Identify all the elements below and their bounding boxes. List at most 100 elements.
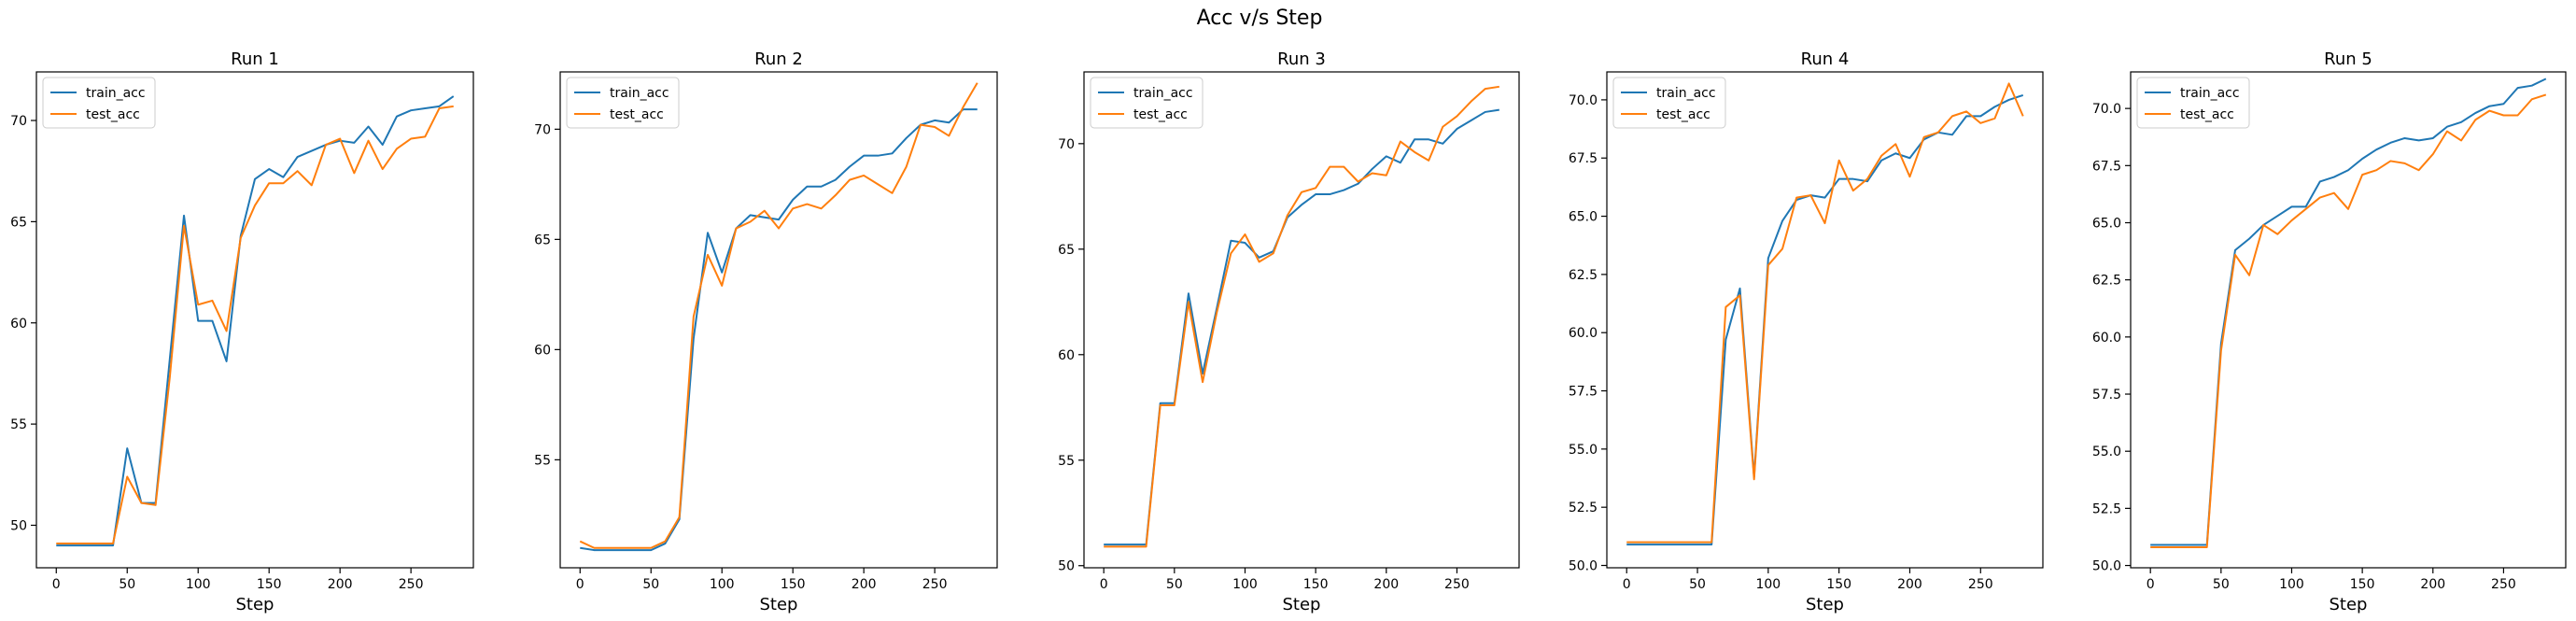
x-tick-label: 150 xyxy=(2350,577,2375,592)
x-tick-label: 200 xyxy=(1373,577,1399,592)
x-tick-label: 100 xyxy=(186,577,211,592)
y-tick-label: 62.5 xyxy=(1569,268,1598,283)
chart-title: Run 2 xyxy=(754,49,803,69)
x-tick-label: 100 xyxy=(1755,577,1781,592)
x-tick-label: 0 xyxy=(52,577,61,592)
y-tick-label: 70.0 xyxy=(2092,102,2121,117)
y-tick-label: 50.0 xyxy=(1569,559,1598,574)
figure-suptitle: Acc v/s Step xyxy=(1197,7,1323,30)
x-tick-label: 250 xyxy=(2491,577,2516,592)
y-tick-label: 57.5 xyxy=(1569,385,1598,400)
y-tick-label: 60.0 xyxy=(1569,326,1598,341)
x-tick-label: 200 xyxy=(328,577,353,592)
x-tick-label: 50 xyxy=(1689,577,1706,592)
chart-run-3: Run 3 0 50 100 150 200 250 50 55 60 65 70 Step train_… xyxy=(1058,49,1520,614)
y-tick-label: 65.0 xyxy=(1569,210,1598,225)
x-tick-label: 250 xyxy=(922,577,948,592)
y-tick-label: 70.0 xyxy=(1569,93,1598,108)
axes-frame xyxy=(35,71,474,569)
axes-frame xyxy=(2130,71,2567,569)
series-line-train-acc xyxy=(2150,78,2547,546)
x-tick-label: 200 xyxy=(2420,577,2445,592)
y-tick-label: 65 xyxy=(1058,243,1075,258)
legend-label: test_acc xyxy=(1133,107,1188,122)
y-tick-label: 52.5 xyxy=(2092,501,2121,516)
x-tick-label: 150 xyxy=(257,577,282,592)
legend-box xyxy=(566,77,680,129)
series-line-train-acc xyxy=(580,108,978,552)
x-tick-label: 0 xyxy=(2147,577,2155,592)
axes-frame xyxy=(559,71,998,569)
x-tick-label: 100 xyxy=(2279,577,2304,592)
y-tick-label: 60 xyxy=(1058,348,1075,363)
x-axis-label: Step xyxy=(760,595,798,614)
y-tick-label: 55 xyxy=(1058,454,1075,469)
y-tick-label: 70 xyxy=(534,122,551,137)
legend-label: train_acc xyxy=(1656,86,1716,101)
x-tick-label: 150 xyxy=(781,577,806,592)
legend-label: test_acc xyxy=(86,107,140,122)
legend-label: train_acc xyxy=(86,86,146,101)
series-line-test-acc xyxy=(1104,85,1499,548)
y-tick-label: 55.0 xyxy=(1569,443,1598,458)
legend-label: train_acc xyxy=(1133,86,1193,101)
x-tick-label: 0 xyxy=(576,577,584,592)
y-tick-label: 55 xyxy=(10,417,27,432)
y-tick-label: 50.0 xyxy=(2092,559,2121,574)
x-axis-label: Step xyxy=(1283,595,1321,614)
x-tick-label: 200 xyxy=(1897,577,1922,592)
series-line-test-acc xyxy=(56,105,454,544)
series-line-train-acc xyxy=(56,95,455,547)
y-tick-label: 50 xyxy=(10,518,27,533)
legend-label: test_acc xyxy=(610,107,664,122)
y-tick-label: 65 xyxy=(534,233,551,247)
y-tick-label: 67.5 xyxy=(2092,159,2121,174)
x-tick-label: 50 xyxy=(119,577,135,592)
series-line-train-acc xyxy=(1104,108,1499,546)
x-axis-label: Step xyxy=(2330,595,2368,614)
legend-label: test_acc xyxy=(2180,107,2234,122)
y-tick-label: 65.0 xyxy=(2092,217,2121,232)
y-tick-label: 52.5 xyxy=(1569,501,1598,515)
y-tick-label: 67.5 xyxy=(1569,151,1598,166)
legend: train_acc test_acc xyxy=(1612,77,1726,129)
legend-box xyxy=(1090,77,1204,129)
x-tick-label: 150 xyxy=(1826,577,1851,592)
x-axis-label: Step xyxy=(236,595,274,614)
x-tick-label: 250 xyxy=(1444,577,1470,592)
axes-frame xyxy=(1606,71,2044,569)
legend: train_acc test_acc xyxy=(2136,77,2250,129)
y-tick-label: 65 xyxy=(10,215,27,230)
x-tick-label: 100 xyxy=(1232,577,1258,592)
legend: train_acc test_acc xyxy=(1090,77,1204,129)
legend-box xyxy=(1612,77,1726,129)
legend-box xyxy=(42,77,156,129)
chart-title: Run 3 xyxy=(1277,49,1326,69)
y-tick-label: 50 xyxy=(1058,559,1075,574)
series-line-test-acc xyxy=(1626,82,2024,543)
y-tick-label: 60 xyxy=(534,343,551,358)
y-tick-label: 62.5 xyxy=(2092,274,2121,289)
x-tick-label: 250 xyxy=(399,577,424,592)
legend: train_acc test_acc xyxy=(42,77,156,129)
y-tick-label: 60.0 xyxy=(2092,331,2121,346)
series-line-test-acc xyxy=(2150,93,2547,548)
legend: train_acc test_acc xyxy=(566,77,680,129)
x-tick-label: 50 xyxy=(642,577,659,592)
chart-run-1: Run 1 0 50 100 150 200 250 50 55 60 65 70 Step train_… xyxy=(10,49,474,614)
chart-run-5: Run 5 0 50 100 150 200 250 50.0 52.5 55.0 57.5 60.0… xyxy=(2092,49,2567,614)
x-axis-label: Step xyxy=(1806,595,1844,614)
legend-label: train_acc xyxy=(2180,86,2240,101)
y-tick-label: 70 xyxy=(10,114,27,129)
x-tick-label: 250 xyxy=(1968,577,1993,592)
x-tick-label: 100 xyxy=(710,577,735,592)
chart-title: Run 1 xyxy=(231,49,279,69)
series-line-test-acc xyxy=(579,82,978,549)
x-tick-label: 0 xyxy=(1100,577,1108,592)
x-tick-label: 50 xyxy=(1166,577,1183,592)
axes-frame xyxy=(1083,71,1520,569)
x-tick-label: 0 xyxy=(1623,577,1631,592)
x-tick-label: 200 xyxy=(852,577,877,592)
chart-title: Run 4 xyxy=(1801,49,1850,69)
